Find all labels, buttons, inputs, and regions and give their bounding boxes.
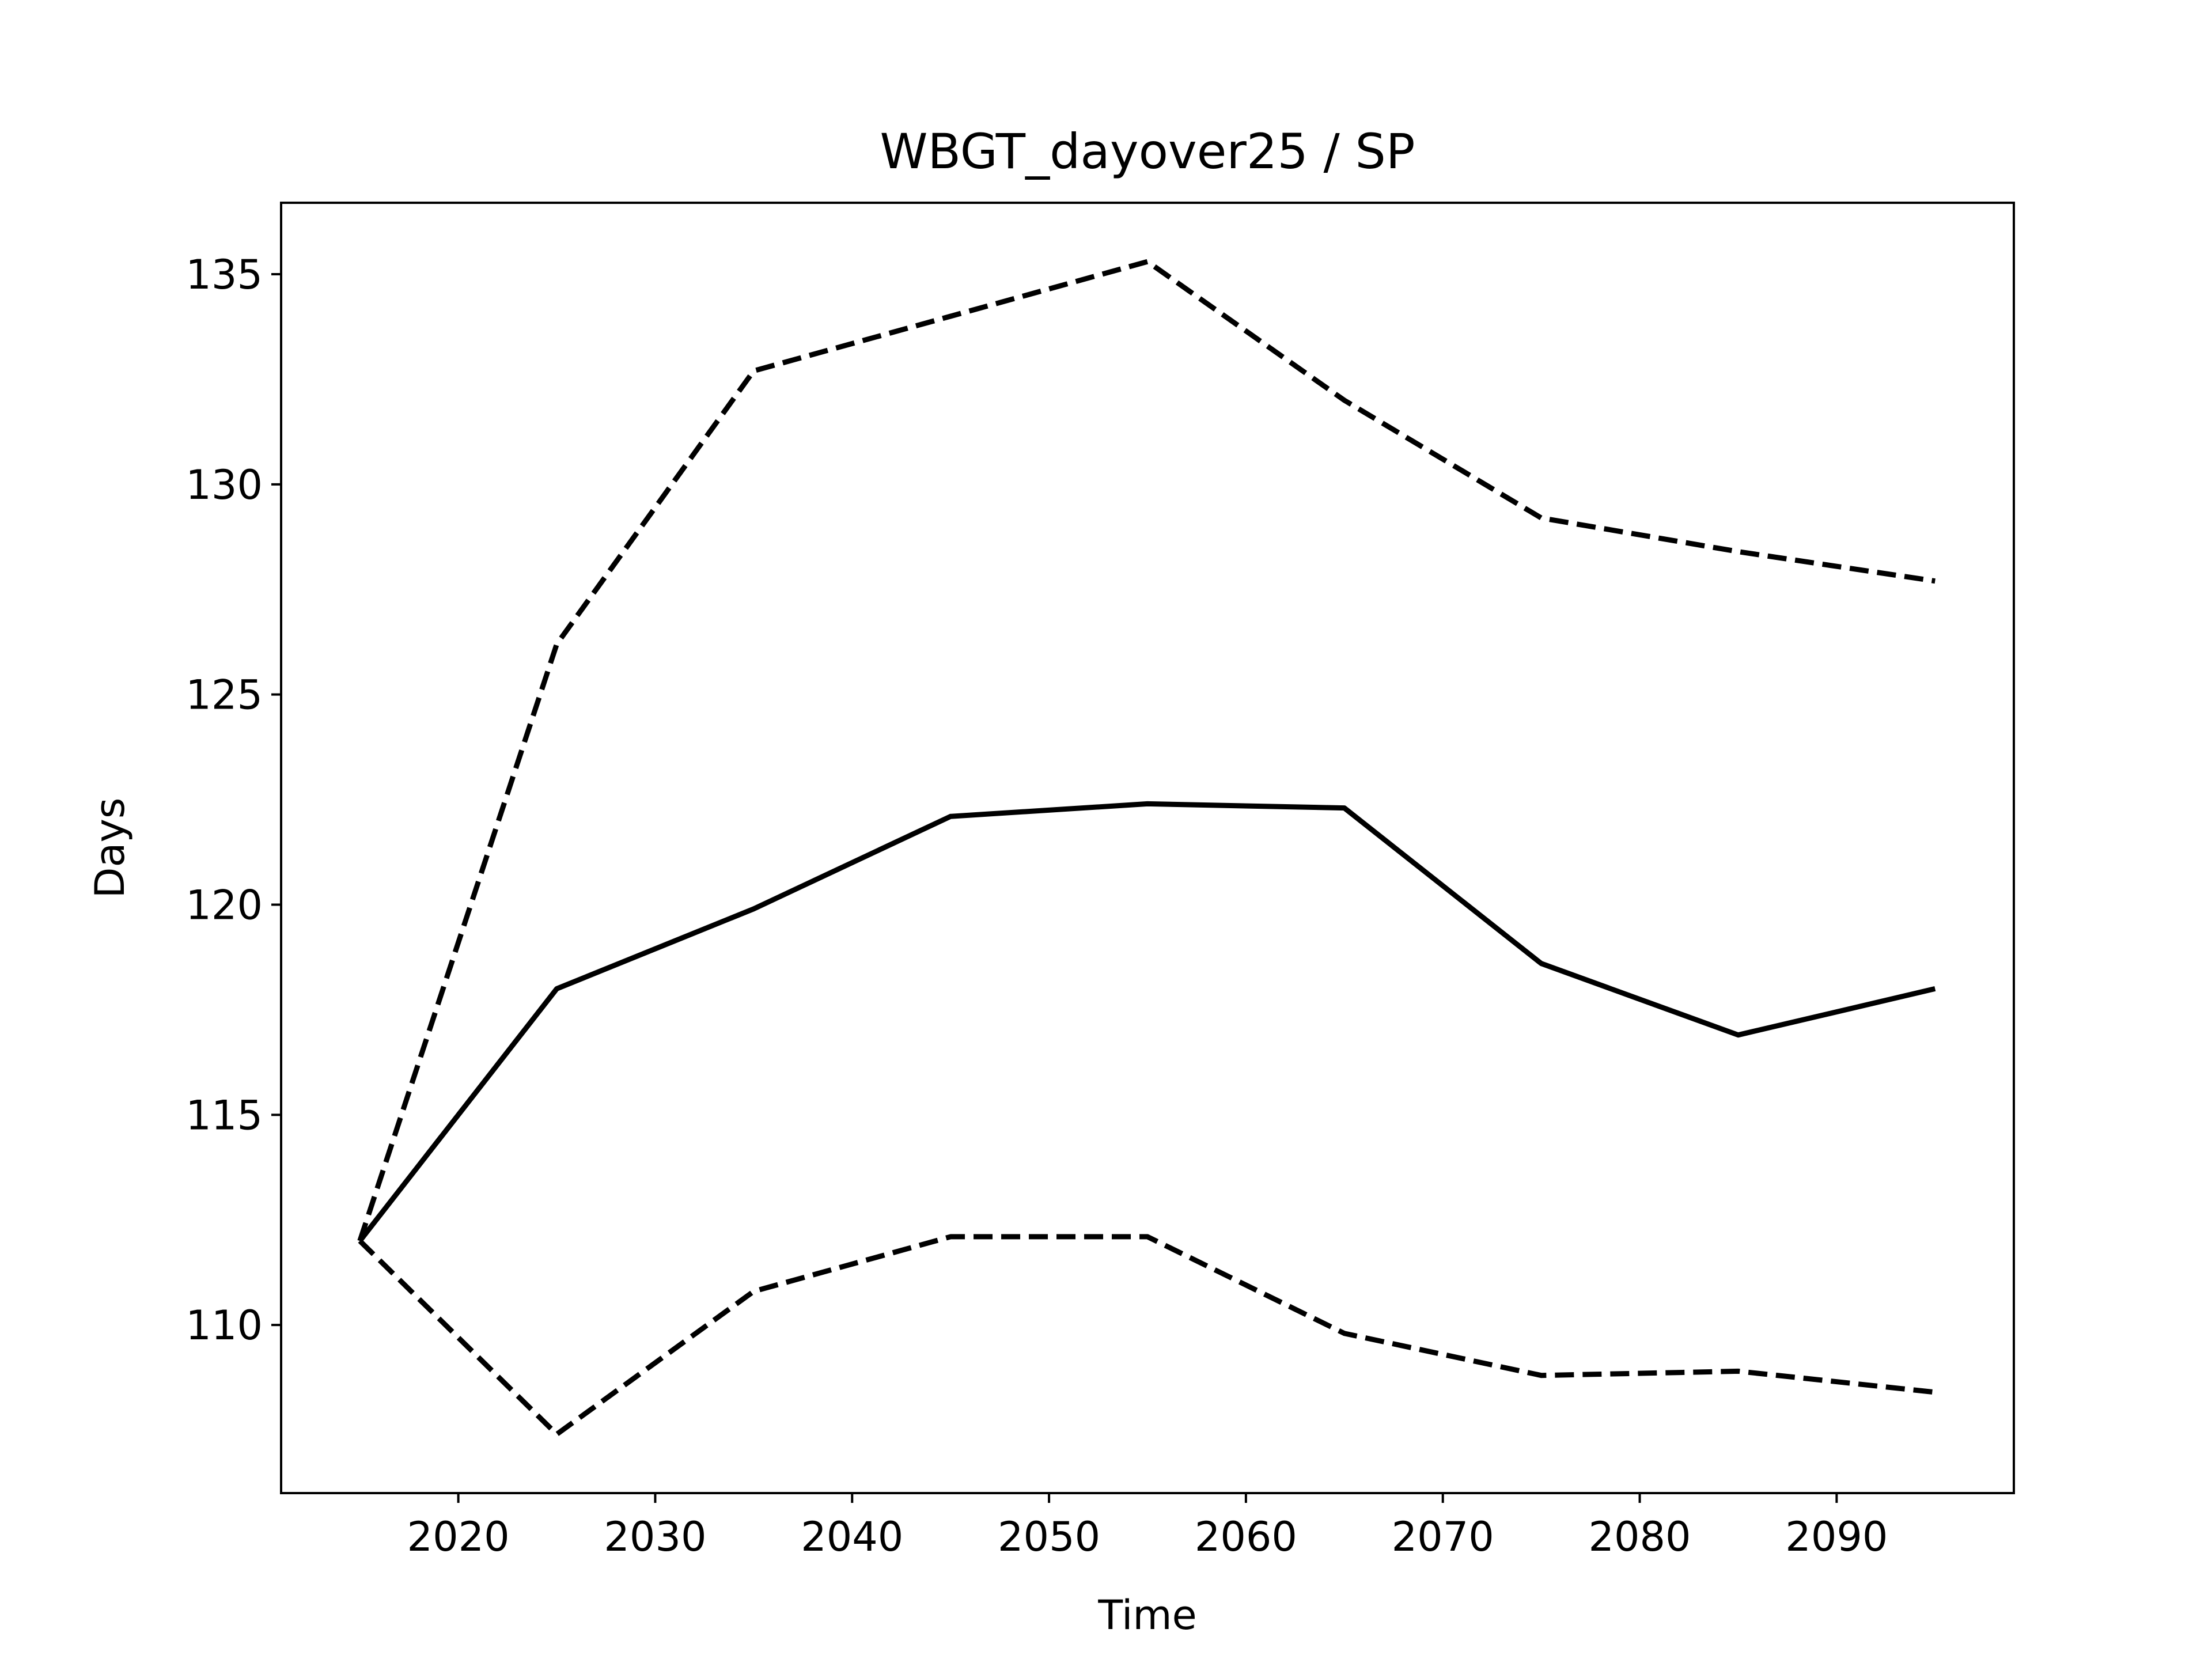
chart-title: WBGT_dayover25 / SP xyxy=(880,123,1415,180)
x-tick-label: 2050 xyxy=(998,1513,1100,1560)
series-line-1 xyxy=(358,801,1936,1243)
x-axis-label: Time xyxy=(1097,1592,1196,1639)
x-tick-label: 2070 xyxy=(1392,1513,1494,1560)
plot-frame xyxy=(280,202,2015,1494)
x-tick-label: 2090 xyxy=(1785,1513,1888,1560)
series-line-2 xyxy=(357,259,1936,1242)
series-line-3 xyxy=(358,1234,1936,1437)
y-axis-label: Days xyxy=(86,798,134,899)
y-tick-label: 125 xyxy=(185,672,263,719)
series-layer xyxy=(357,259,1936,1437)
y-tick-label: 115 xyxy=(185,1092,263,1139)
ticks-layer: 2020 2030 2040 2050 2060 2070 2080 2090 110 115 12… xyxy=(185,251,1888,1560)
x-tick-label: 2020 xyxy=(407,1513,510,1560)
x-tick-label: 2060 xyxy=(1195,1513,1297,1560)
x-tick-label: 2080 xyxy=(1588,1513,1691,1560)
y-tick-label: 120 xyxy=(185,882,263,929)
x-tick-label: 2030 xyxy=(604,1513,706,1560)
y-tick-label: 135 xyxy=(185,251,263,298)
y-tick-label: 130 xyxy=(185,461,263,509)
x-tick-label: 2040 xyxy=(801,1513,903,1560)
y-tick-label: 110 xyxy=(185,1302,263,1349)
